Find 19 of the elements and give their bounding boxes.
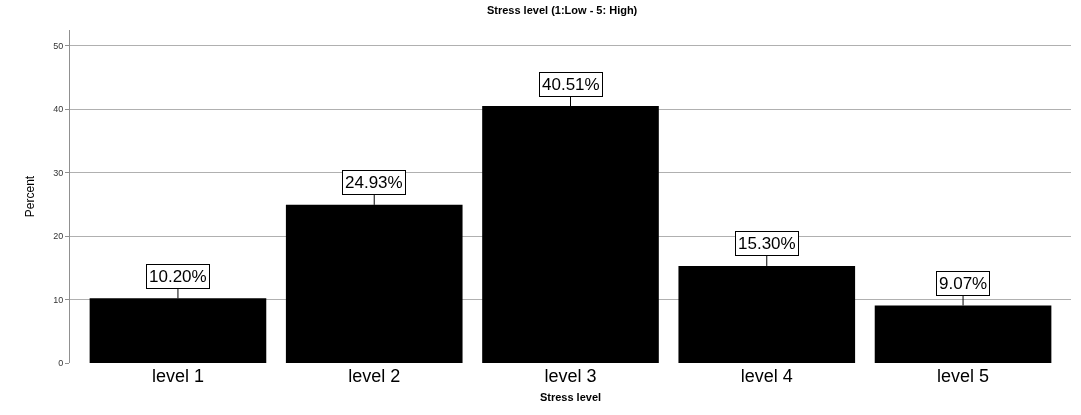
- x-tick-label: level 2: [348, 366, 401, 386]
- x-tick-label: level 1: [151, 366, 204, 386]
- data-label: 40.51%: [542, 75, 600, 94]
- y-tick-label: 40: [53, 104, 64, 115]
- data-label: 10.20%: [149, 267, 207, 286]
- x-axis-title: Stress level: [539, 391, 602, 404]
- y-axis-title: Percent: [23, 175, 38, 218]
- data-label: 15.30%: [738, 234, 796, 253]
- y-tick-label: 50: [53, 41, 64, 52]
- y-tick-label: 10: [53, 294, 64, 305]
- data-label: 9.07%: [939, 274, 988, 293]
- x-tick-label: level 5: [937, 366, 990, 386]
- x-tick-label: level 4: [740, 366, 793, 386]
- x-tick-label: level 3: [544, 366, 597, 386]
- data-label: 24.93%: [345, 173, 403, 192]
- y-tick-label: 0: [58, 358, 64, 369]
- y-tick-label: 30: [53, 167, 64, 178]
- chart-title: Stress level (1:Low - 5: High): [486, 3, 638, 16]
- y-tick-label: 20: [53, 231, 64, 242]
